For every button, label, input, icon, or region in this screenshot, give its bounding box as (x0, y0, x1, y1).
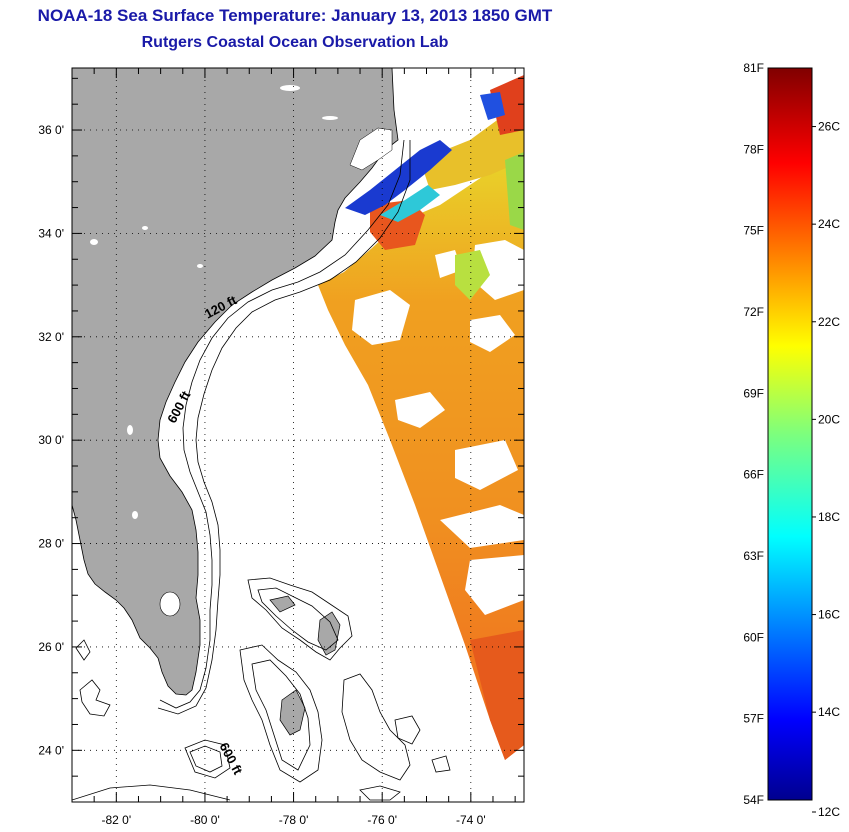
colorbar-gradient (767, 67, 813, 801)
latitude-tick-label: 26 0' (38, 640, 64, 654)
colorbar-fahrenheit-label: 66F (743, 468, 764, 482)
longitude-tick-label: -78 0' (279, 813, 309, 827)
lake-okeechobee (159, 591, 181, 617)
colorbar-fahrenheit-label: 75F (743, 224, 764, 238)
latitude-tick-label: 34 0' (38, 226, 64, 240)
sst-cold-outer (380, 185, 440, 222)
colorbar-fahrenheit-label: 57F (743, 712, 764, 726)
colorbar-celsius-label: 12C (818, 805, 840, 819)
colorbar-fahrenheit-label: 69F (743, 386, 764, 400)
colorbar-fahrenheit-label: 54F (743, 793, 764, 807)
sst-green-band (455, 250, 490, 300)
pamlico-sound (349, 127, 393, 171)
sst-green-band-2 (505, 152, 524, 230)
colorbar-fahrenheit-labels: 81F 78F 75F 72F 69F 66F 63F 60F 57F 54F (743, 61, 764, 807)
map-title: NOAA-18 Sea Surface Temperature: January… (37, 6, 553, 25)
colorbar-celsius-label: 22C (818, 315, 840, 329)
map-subtitle: Rutgers Coastal Ocean Observation Lab (141, 34, 449, 51)
longitude-tick-label: -74 0' (456, 813, 486, 827)
temperature-colorbar: 81F 78F 75F 72F 69F 66F 63F 60F 57F 54F 26C 24C 22C… (743, 61, 840, 819)
colorbar-fahrenheit-label: 78F (743, 142, 764, 156)
sst-warm-north (490, 75, 524, 135)
tick-marks (71, 68, 524, 803)
colorbar-fahrenheit-label: 81F (743, 61, 764, 75)
grid-lines (72, 68, 524, 802)
latitude-tick-label: 24 0' (38, 743, 64, 757)
longitude-tick-label: -82 0' (101, 813, 131, 827)
longitude-tick-label: -80 0' (190, 813, 220, 827)
longitude-labels: -82 0' -80 0' -78 0' -76 0' -74 0' (101, 813, 485, 827)
latitude-tick-label: 28 0' (38, 537, 64, 551)
colorbar-celsius-label: 16C (818, 608, 840, 622)
latitude-tick-label: 32 0' (38, 330, 64, 344)
colorbar-fahrenheit-label: 63F (743, 549, 764, 563)
longitude-tick-label: -76 0' (367, 813, 397, 827)
colorbar-celsius-label: 18C (818, 510, 840, 524)
latitude-tick-label: 36 0' (38, 123, 64, 137)
colorbar-fahrenheit-label: 72F (743, 305, 764, 319)
colorbar-celsius-label: 26C (818, 120, 840, 134)
sst-warm-south (470, 630, 524, 760)
map-frame (71, 67, 525, 803)
bahamas-islands (269, 595, 341, 736)
colorbar-celsius-label: 14C (818, 705, 840, 719)
land-us-east-coast (72, 68, 399, 696)
latitude-tick-label: 30 0' (38, 433, 64, 447)
colorbar-celsius-label: 24C (818, 217, 840, 231)
latitude-labels: 36 0' 34 0' 32 0' 30 0' 28 0' 26 0' 24 0' (38, 123, 64, 757)
colorbar-celsius-label: 20C (818, 412, 840, 426)
inland-lakes (90, 85, 338, 519)
colorbar-fahrenheit-label: 60F (743, 630, 764, 644)
colorbar-celsius-labels: 26C 24C 22C 20C 18C 16C 14C 12C (812, 120, 840, 819)
bathymetry-contours (72, 139, 451, 801)
sst-cold-north (480, 92, 505, 120)
sst-cold-shelf (345, 140, 452, 215)
